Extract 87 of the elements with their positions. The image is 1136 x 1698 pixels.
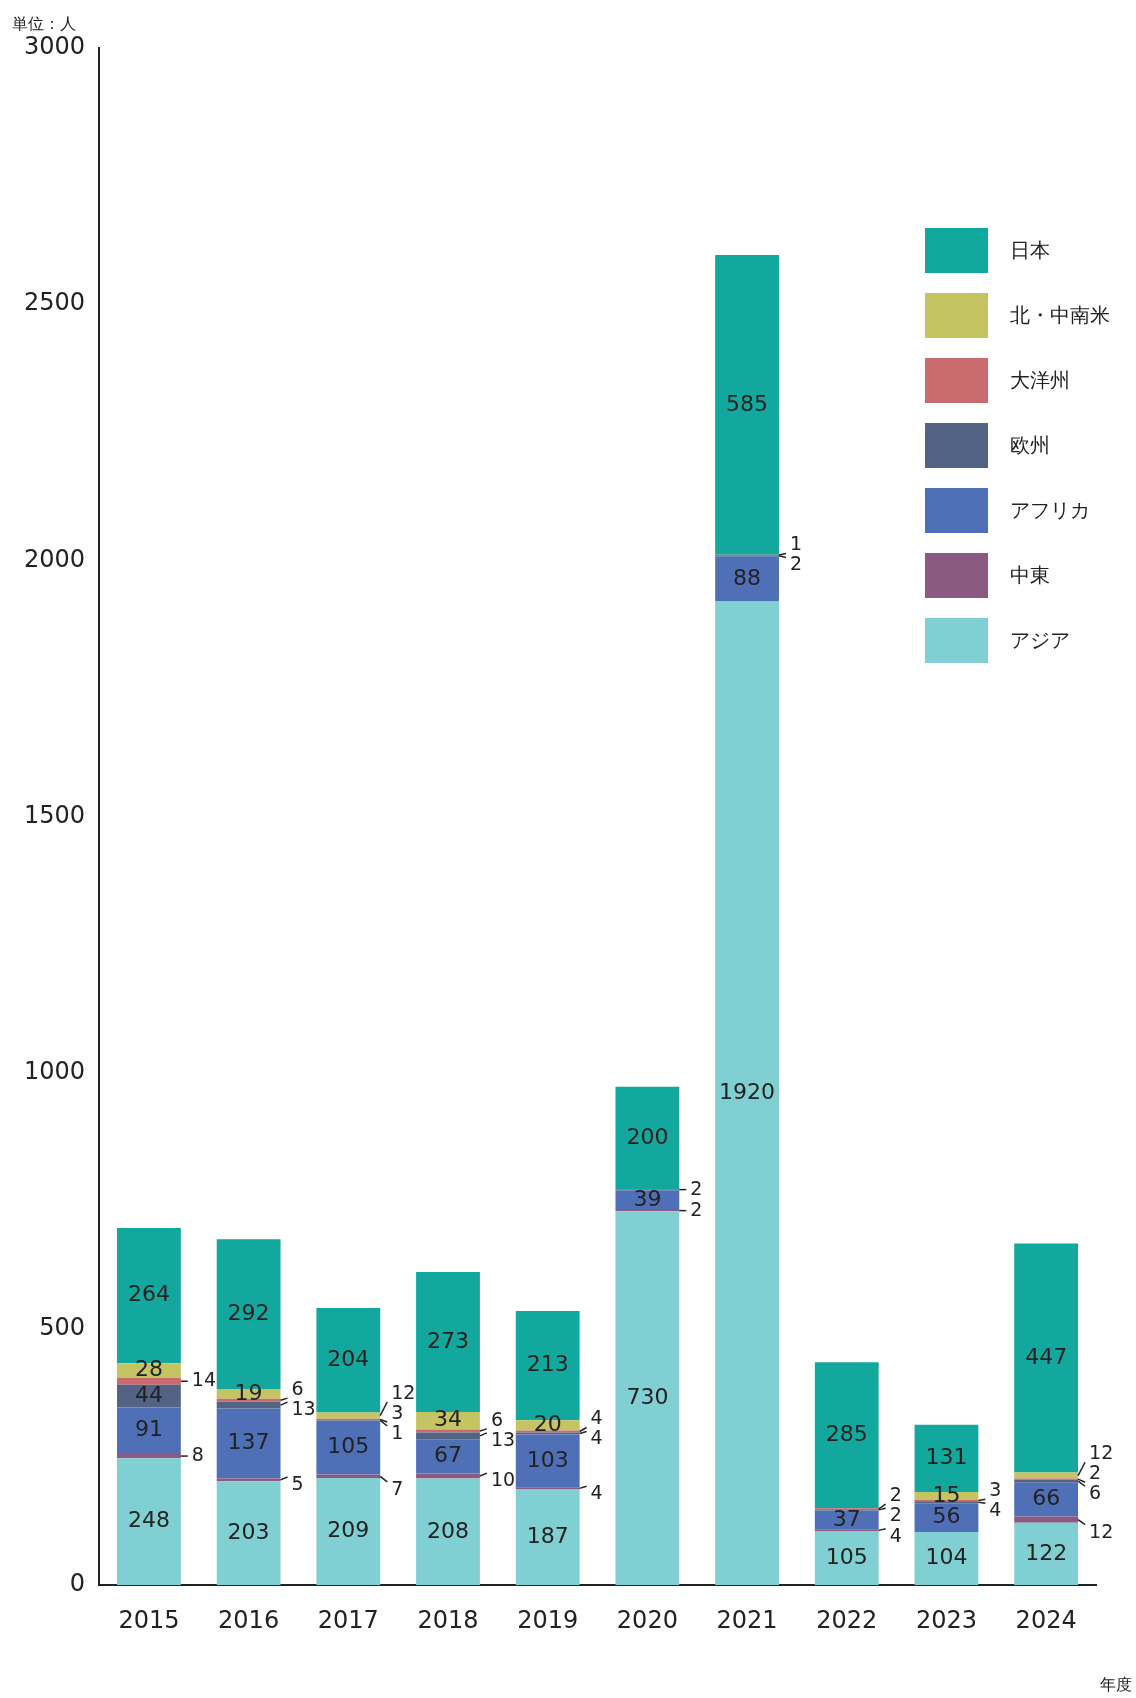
data-label: 204	[327, 1345, 370, 1371]
x-tick-label: 2023	[915, 1605, 977, 1634]
data-label: 730	[626, 1383, 669, 1409]
data-label: 200	[626, 1123, 669, 1149]
data-label: 7	[391, 1476, 404, 1499]
legend-label: 欧州	[1010, 432, 1050, 459]
data-label: 103	[526, 1446, 569, 1472]
data-label: 104	[925, 1544, 968, 1570]
legend-label: アジア	[1010, 627, 1070, 654]
data-label: 131	[925, 1444, 968, 1470]
data-label: 105	[327, 1433, 370, 1459]
data-label: 209	[327, 1517, 370, 1543]
data-label: 122	[1025, 1539, 1068, 1565]
data-label: 1	[391, 1420, 404, 1443]
legend-label: アフリカ	[1010, 497, 1090, 524]
data-label: 4	[889, 1523, 902, 1546]
data-label: 264	[127, 1281, 170, 1307]
y-tick-label: 1000	[24, 1057, 86, 1086]
data-label: 44	[134, 1381, 163, 1407]
legend-label: 中東	[1010, 562, 1050, 589]
data-label: 3	[391, 1400, 404, 1423]
data-label: 10	[490, 1468, 516, 1491]
x-tick-label: 2024	[1015, 1605, 1077, 1634]
data-label: 2	[1089, 1461, 1102, 1484]
data-label: 6	[490, 1407, 503, 1430]
data-label: 67	[434, 1442, 462, 1468]
x-tick-label: 2022	[816, 1605, 878, 1634]
x-tick-label: 2018	[417, 1605, 479, 1634]
x-tick-label: 2021	[716, 1605, 778, 1634]
y-axis-title: 単位：人	[12, 14, 76, 35]
data-label: 5	[291, 1471, 304, 1494]
data-label: 91	[134, 1416, 163, 1442]
data-label: 2	[889, 1503, 902, 1526]
legend-label: 北・中南米	[1010, 302, 1110, 329]
data-label: 28	[134, 1356, 163, 1382]
data-label: 213	[526, 1351, 569, 1377]
y-tick-label: 500	[39, 1313, 86, 1342]
data-label: 1920	[719, 1079, 776, 1105]
data-label: 6	[1089, 1481, 1102, 1504]
data-label: 1	[789, 532, 803, 555]
data-label: 12	[1089, 1441, 1114, 1464]
data-label: 137	[227, 1429, 270, 1455]
x-tick-label: 2017	[317, 1605, 379, 1634]
data-label: 203	[227, 1518, 270, 1544]
data-label: 208	[427, 1517, 469, 1543]
data-label: 6	[291, 1377, 304, 1400]
data-label: 4	[590, 1426, 603, 1449]
x-tick-label: 2019	[517, 1605, 579, 1634]
data-label: 37	[832, 1505, 861, 1531]
data-label: 273	[427, 1327, 469, 1353]
data-label: 14	[191, 1368, 217, 1391]
data-label: 285	[825, 1421, 868, 1447]
data-label: 39	[633, 1185, 662, 1211]
legend-label: 大洋州	[1010, 367, 1070, 394]
data-label: 187	[526, 1523, 569, 1549]
data-label: 12	[391, 1380, 416, 1403]
data-label: 4	[590, 1481, 603, 1504]
y-tick-label: 2500	[24, 288, 86, 317]
data-label: 585	[726, 390, 769, 416]
data-label: 4	[590, 1406, 603, 1429]
x-tick-label: 2020	[616, 1605, 678, 1634]
y-tick-label: 2000	[24, 544, 86, 573]
data-label: 56	[932, 1503, 961, 1529]
y-tick-label: 1500	[24, 800, 86, 829]
data-label: 248	[127, 1507, 170, 1533]
data-label: 447	[1025, 1343, 1068, 1369]
data-label: 2	[789, 552, 803, 575]
legend-label: 日本	[1010, 237, 1050, 264]
data-label: 2	[889, 1483, 902, 1506]
data-label: 13	[490, 1427, 516, 1450]
x-tick-label: 2016	[218, 1605, 280, 1634]
data-label: 2	[690, 1197, 703, 1220]
data-label: 12	[1089, 1519, 1114, 1542]
data-label: 13	[291, 1397, 316, 1420]
data-label: 88	[733, 564, 762, 590]
data-label: 292	[227, 1299, 270, 1325]
data-label: 34	[434, 1406, 462, 1432]
y-tick-label: 0	[69, 1569, 86, 1598]
y-tick-label: 3000	[24, 32, 86, 61]
data-label: 8	[191, 1443, 204, 1466]
x-axis-title: 年度	[1100, 1675, 1132, 1696]
data-label: 2	[690, 1176, 703, 1199]
data-label: 4	[989, 1498, 1002, 1521]
x-tick-label: 2015	[118, 1605, 180, 1634]
data-label: 66	[1032, 1485, 1061, 1511]
data-label: 3	[989, 1478, 1002, 1501]
data-label: 105	[825, 1544, 868, 1570]
